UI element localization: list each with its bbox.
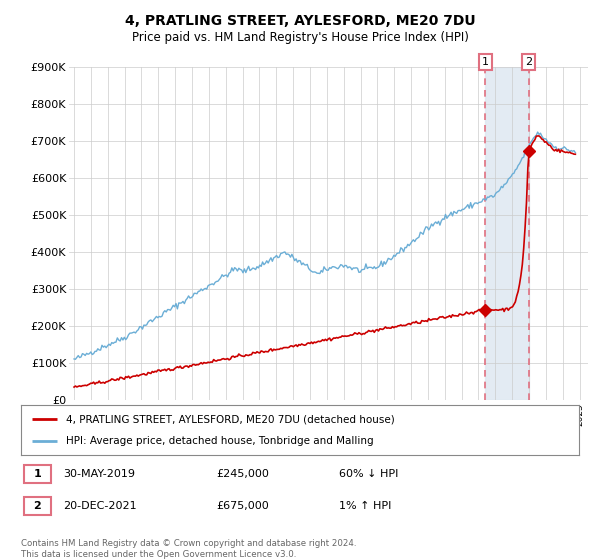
Text: 2: 2 (525, 57, 532, 67)
Text: 20-DEC-2021: 20-DEC-2021 (63, 501, 136, 511)
Text: £675,000: £675,000 (216, 501, 269, 511)
Text: 4, PRATLING STREET, AYLESFORD, ME20 7DU: 4, PRATLING STREET, AYLESFORD, ME20 7DU (125, 14, 475, 28)
Text: 1% ↑ HPI: 1% ↑ HPI (339, 501, 391, 511)
Text: Price paid vs. HM Land Registry's House Price Index (HPI): Price paid vs. HM Land Registry's House … (131, 31, 469, 44)
FancyBboxPatch shape (24, 465, 50, 483)
Text: 1: 1 (34, 469, 41, 479)
Text: Contains HM Land Registry data © Crown copyright and database right 2024.
This d: Contains HM Land Registry data © Crown c… (21, 539, 356, 559)
FancyBboxPatch shape (24, 497, 50, 515)
Text: £245,000: £245,000 (216, 469, 269, 479)
Text: 60% ↓ HPI: 60% ↓ HPI (339, 469, 398, 479)
Text: 30-MAY-2019: 30-MAY-2019 (63, 469, 135, 479)
Text: HPI: Average price, detached house, Tonbridge and Malling: HPI: Average price, detached house, Tonb… (65, 436, 373, 446)
Text: 4, PRATLING STREET, AYLESFORD, ME20 7DU (detached house): 4, PRATLING STREET, AYLESFORD, ME20 7DU … (65, 414, 394, 424)
Text: 1: 1 (482, 57, 489, 67)
Bar (485, 67, 529, 400)
Text: 2: 2 (34, 501, 41, 511)
